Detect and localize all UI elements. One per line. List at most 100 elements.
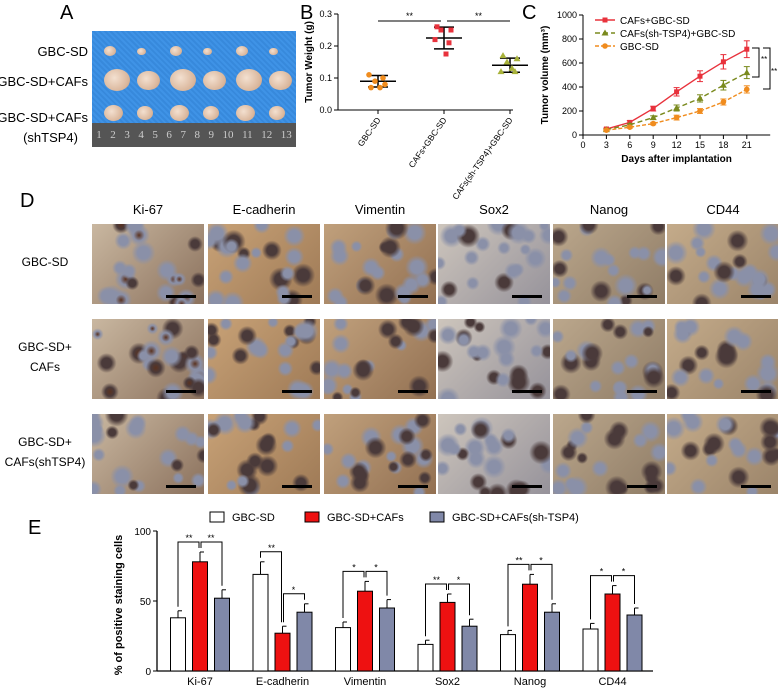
data-point: [438, 27, 444, 33]
ruler-tick: 13: [280, 129, 292, 141]
ruler-tick: 11: [242, 129, 253, 141]
x-tick-label: 3: [604, 140, 609, 150]
ihc-image: [438, 319, 550, 399]
significance-bracket: [763, 47, 771, 90]
row-label: GBC-SD+ CAFs(shTSP4): [2, 432, 88, 472]
row-label: GBC-SD+CAFs: [2, 337, 88, 377]
significance-bracket: [530, 563, 553, 600]
row-label: (shTSP4): [23, 130, 78, 145]
significance-bracket: [342, 570, 365, 618]
significance-label: *: [457, 575, 461, 585]
significance-label: *: [292, 585, 296, 595]
y-axis-label: Tumor volume (mm³): [540, 26, 551, 125]
legend-label: GBC-SD+CAFs(sh-TSP4): [452, 512, 579, 524]
tumor: [170, 69, 196, 92]
bar: [335, 627, 351, 672]
ihc-image: [92, 414, 204, 494]
x-tick-label: CAFs+GBC-SD: [406, 115, 448, 169]
significance-label: **: [268, 543, 276, 553]
x-tick-label: 6: [627, 140, 632, 150]
data-point: [627, 124, 633, 130]
legend-swatch: [429, 511, 445, 523]
significance-bracket: [177, 541, 200, 607]
data-point: [602, 17, 608, 23]
significance-label: **: [185, 533, 193, 543]
significance-label: **: [761, 55, 767, 64]
ruler-tick: 6: [166, 129, 172, 141]
ihc-image: [208, 319, 320, 399]
significance-bracket: [200, 541, 223, 586]
column-header: Nanog: [589, 202, 629, 217]
data-point: [508, 64, 516, 71]
ihc-image: [208, 414, 320, 494]
ruler-tick: 5: [152, 129, 158, 141]
data-point: [446, 40, 452, 46]
ruler-tick: 2: [110, 129, 116, 141]
row-label: GBC-SD+CAFs: [0, 74, 88, 89]
ruler-tick: 12: [261, 129, 273, 141]
significance-label: **: [771, 67, 777, 76]
bar: [626, 614, 643, 672]
panel-label-a: A: [60, 2, 74, 24]
panel-label-e: E: [28, 517, 42, 539]
ihc-image: [667, 319, 778, 399]
bar: [357, 590, 373, 672]
x-tick-label: Sox2: [435, 676, 460, 688]
x-tick-label: GBC-SD: [355, 115, 382, 148]
tumor: [104, 69, 130, 92]
column-header: Sox2: [479, 202, 509, 217]
significance-bracket: [448, 583, 470, 616]
x-tick-label: 12: [672, 140, 682, 150]
column-header: CD44: [706, 202, 740, 217]
row-label-line: CAFs(shTSP4): [4, 455, 86, 469]
scale-bar: [398, 485, 428, 488]
bar: [439, 601, 456, 672]
tumor: [170, 104, 189, 121]
tumor: [137, 47, 146, 56]
ihc-image: [667, 224, 778, 304]
bar: [604, 593, 621, 672]
ihc-image: [553, 414, 665, 494]
row-label-line: CAFs: [30, 360, 60, 374]
ihc-image: [553, 319, 665, 399]
tumor-volume-chart: 0 200 400 600 800 1000 0 3 6 9 12 15 18 21 Days after …: [540, 10, 777, 165]
data-point: [720, 99, 727, 105]
y-tick-label: 0.3: [319, 9, 332, 19]
scale-bar: [282, 390, 312, 393]
y-tick-label: 800: [562, 34, 577, 44]
scale-bar: [741, 295, 771, 298]
significance-label: **: [406, 11, 414, 21]
column-header: E-cadherin: [232, 202, 296, 217]
bar: [274, 632, 291, 672]
data-point: [434, 24, 440, 30]
ihc-image: [324, 414, 436, 494]
x-tick-label: 15: [695, 140, 705, 150]
data-point: [674, 89, 680, 95]
y-tick-label: 100: [134, 527, 151, 538]
y-tick-label: 400: [562, 82, 577, 92]
scale-bar: [398, 390, 428, 393]
scale-bar: [512, 485, 542, 488]
scale-bar: [741, 485, 771, 488]
y-tick-label: 200: [562, 106, 577, 116]
data-point: [497, 68, 505, 75]
data-point: [366, 72, 372, 78]
column-header: Ki-67: [132, 202, 164, 217]
row-label: GBC-SD: [37, 44, 88, 59]
significance-bracket: [365, 570, 388, 596]
tumor: [203, 106, 219, 120]
x-tick-label: E-cadherin: [256, 676, 309, 688]
scale-bar: [166, 295, 196, 298]
tumor: [269, 106, 285, 120]
x-axis-label: Days after implantation: [621, 154, 732, 165]
panel-label-d: D: [20, 190, 35, 212]
scale-bar: [282, 485, 312, 488]
y-axis-label: % of positive staining cells: [113, 535, 125, 676]
scale-bar: [627, 295, 657, 298]
tumor: [236, 46, 248, 57]
significance-label: *: [539, 555, 543, 565]
legend-label: GBC-SD: [620, 42, 659, 53]
scale-bar: [512, 295, 542, 298]
significance-label: *: [352, 562, 356, 572]
legend-label: CAFs+GBC-SD: [620, 16, 690, 27]
